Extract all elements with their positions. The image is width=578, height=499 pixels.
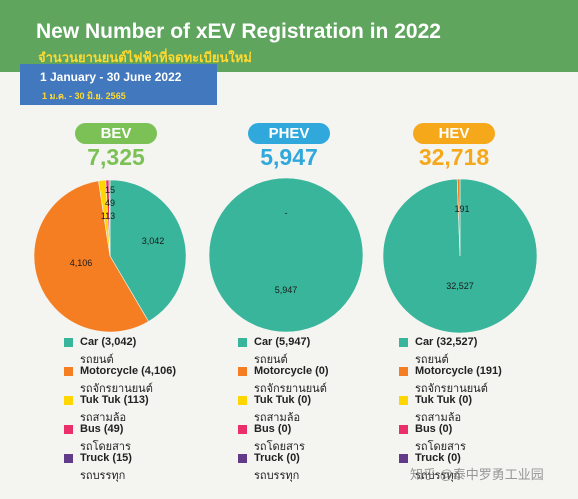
phev-legend-item: Bus (0) รถโดยสาร (238, 423, 408, 453)
hev-category-pill: HEV (413, 123, 495, 144)
legend-swatch (399, 425, 408, 434)
legend-swatch (64, 338, 73, 347)
legend-label-english: Car (32,527) (415, 336, 478, 348)
hev-legend-item: Tuk Tuk (0) รถสามล้อ (399, 394, 569, 424)
legend-swatch (399, 454, 408, 463)
legend-label-thai: รถจักรยานยนต์ (415, 383, 488, 395)
legend-swatch (64, 454, 73, 463)
phev-motorcycle-data-label: - (285, 208, 288, 218)
hev-car-data-label: 32,527 (446, 281, 474, 291)
legend-label-english: Bus (0) (254, 423, 292, 435)
legend-label-english: Truck (15) (80, 452, 132, 464)
phev-category-pill: PHEV (248, 123, 330, 144)
bev-car-data-label: 3,042 (142, 236, 165, 246)
legend-label-thai: รถโดยสาร (415, 441, 466, 453)
watermark: 知乎 @泰中罗勇工业园 (410, 467, 544, 482)
hev-legend: Car (32,527) รถยนต์ Motorcycle (191) รถจักร… (399, 336, 569, 482)
legend-label-thai: รถโดยสาร (80, 441, 131, 453)
legend-label-english: Car (3,042) (80, 336, 137, 348)
bev-legend-item: Tuk Tuk (113) รถสามล้อ (64, 394, 234, 424)
legend-swatch (238, 338, 247, 347)
legend-label-thai: รถสามล้อ (80, 412, 127, 424)
bev-truck-data-label: 15 (105, 185, 115, 195)
legend-label-english: Motorcycle (4,106) (80, 365, 176, 377)
title-banner (0, 0, 578, 72)
legend-label-english: Car (5,947) (254, 336, 311, 348)
legend-swatch (399, 396, 408, 405)
legend-swatch (399, 338, 408, 347)
hev-legend-item: Motorcycle (191) รถจักรยานยนต์ (399, 365, 569, 395)
hev-legend-item: Truck (0) รถบรรทุก (399, 452, 569, 482)
bev-bus-data-label: 49 (105, 198, 115, 208)
phev-legend-item: Truck (0) รถบรรทุก (238, 452, 408, 482)
hev-motorcycle-data-label: 191 (454, 204, 469, 214)
legend-swatch (238, 396, 247, 405)
legend-label-thai: รถบรรทุก (415, 470, 461, 482)
legend-label-english: Motorcycle (191) (415, 365, 502, 377)
date-range-english: 1 January - 30 June 2022 (40, 70, 182, 84)
legend-label-thai: รถสามล้อ (415, 412, 462, 424)
legend-swatch (64, 367, 73, 376)
bev-truck-slice (108, 179, 111, 257)
legend-swatch (238, 367, 247, 376)
legend-label-english: Truck (0) (254, 452, 300, 464)
date-range-thai: 1 ม.ค. - 30 มิ.ย. 2565 (42, 91, 126, 101)
phev-car-slice (208, 177, 364, 333)
phev-legend: Car (5,947) รถยนต์ Motorcycle (0) รถจักรยาน… (238, 336, 408, 482)
legend-swatch (238, 454, 247, 463)
legend-label-thai: รถบรรทุก (254, 470, 300, 482)
legend-label-thai: รถยนต์ (254, 354, 288, 366)
legend-label-thai: รถจักรยานยนต์ (80, 383, 153, 395)
legend-label-thai: รถยนต์ (80, 354, 114, 366)
phev-total: 5,947 (260, 144, 318, 170)
bev-total: 7,325 (87, 144, 145, 170)
phev-legend-item: Tuk Tuk (0) รถสามล้อ (238, 394, 408, 424)
bev-car-slice (109, 179, 187, 322)
legend-label-english: Tuk Tuk (113) (80, 394, 149, 406)
hev-legend-item: Bus (0) รถโดยสาร (399, 423, 569, 453)
bev-legend-item: Car (3,042) รถยนต์ (64, 336, 234, 366)
legend-label-thai: รถสามล้อ (254, 412, 301, 424)
bev-category-pill: BEV (75, 123, 157, 144)
legend-label-english: Bus (0) (415, 423, 453, 435)
bev-motorcycle-slice (33, 180, 149, 333)
bev-legend-item: Motorcycle (4,106) รถจักรยานยนต์ (64, 365, 234, 395)
date-range-box (20, 64, 217, 105)
bev-legend-item: Truck (15) รถบรรทุก (64, 452, 234, 482)
bev-tuk-tuk-data-label: 113 (101, 211, 115, 221)
phev-legend-item: Car (5,947) รถยนต์ (238, 336, 408, 366)
page-title: New Number of xEV Registration in 2022 (36, 20, 441, 43)
legend-label-english: Bus (49) (80, 423, 124, 435)
phev-car-data-label: 5,947 (275, 285, 298, 295)
hev-motorcycle-slice (456, 178, 461, 257)
legend-label-thai: รถยนต์ (415, 354, 449, 366)
bev-motorcycle-data-label: 4,106 (70, 258, 93, 268)
legend-label-english: Truck (0) (415, 452, 461, 464)
phev-legend-item: Motorcycle (0) รถจักรยานยนต์ (238, 365, 408, 395)
legend-label-thai: รถบรรทุก (80, 470, 126, 482)
legend-label-english: Tuk Tuk (0) (415, 394, 473, 406)
page-subtitle-thai: จำนวนยานยนต์ไฟฟ้าที่จดทะเบียนใหม่ (38, 50, 252, 65)
legend-label-english: Motorcycle (0) (254, 365, 329, 377)
hev-legend-item: Car (32,527) รถยนต์ (399, 336, 569, 366)
bev-legend: Car (3,042) รถยนต์ Motorcycle (4,106) รถจัก… (64, 336, 234, 482)
legend-swatch (64, 396, 73, 405)
legend-label-thai: รถโดยสาร (254, 441, 305, 453)
legend-swatch (64, 425, 73, 434)
legend-swatch (399, 367, 408, 376)
legend-swatch (238, 425, 247, 434)
legend-label-english: Tuk Tuk (0) (254, 394, 312, 406)
legend-label-thai: รถจักรยานยนต์ (254, 383, 327, 395)
bev-legend-item: Bus (49) รถโดยสาร (64, 423, 234, 453)
hev-total: 32,718 (418, 144, 490, 170)
